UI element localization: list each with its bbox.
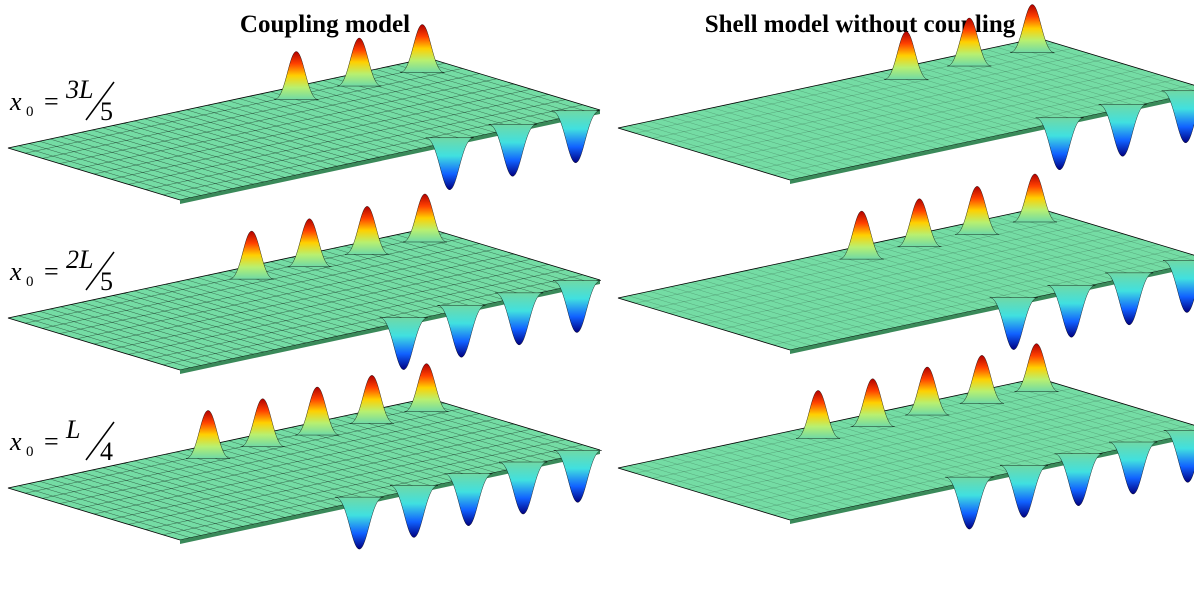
math-var: x	[9, 257, 22, 286]
math-var: x	[9, 87, 22, 116]
surface	[618, 174, 1194, 354]
math-den: 4	[100, 437, 113, 466]
math-sub: 0	[26, 274, 34, 290]
math-eq: =	[44, 427, 59, 456]
math-sub: 0	[26, 104, 34, 120]
math-num: 2L	[66, 245, 93, 274]
math-num: L	[65, 415, 80, 444]
math-num: 3L	[65, 75, 93, 104]
math-var: x	[9, 427, 22, 456]
panels	[8, 5, 1194, 550]
surface	[8, 25, 600, 204]
math-eq: =	[44, 257, 59, 286]
math-sub: 0	[26, 444, 34, 460]
figure: Coupling model Shell model without coupl…	[0, 0, 1194, 590]
column-title: Coupling model	[240, 11, 410, 38]
math-den: 5	[100, 97, 113, 126]
surface	[8, 364, 602, 549]
surface	[8, 194, 601, 374]
math-eq: =	[44, 87, 59, 116]
math-den: 5	[100, 267, 113, 296]
surface	[618, 344, 1194, 529]
